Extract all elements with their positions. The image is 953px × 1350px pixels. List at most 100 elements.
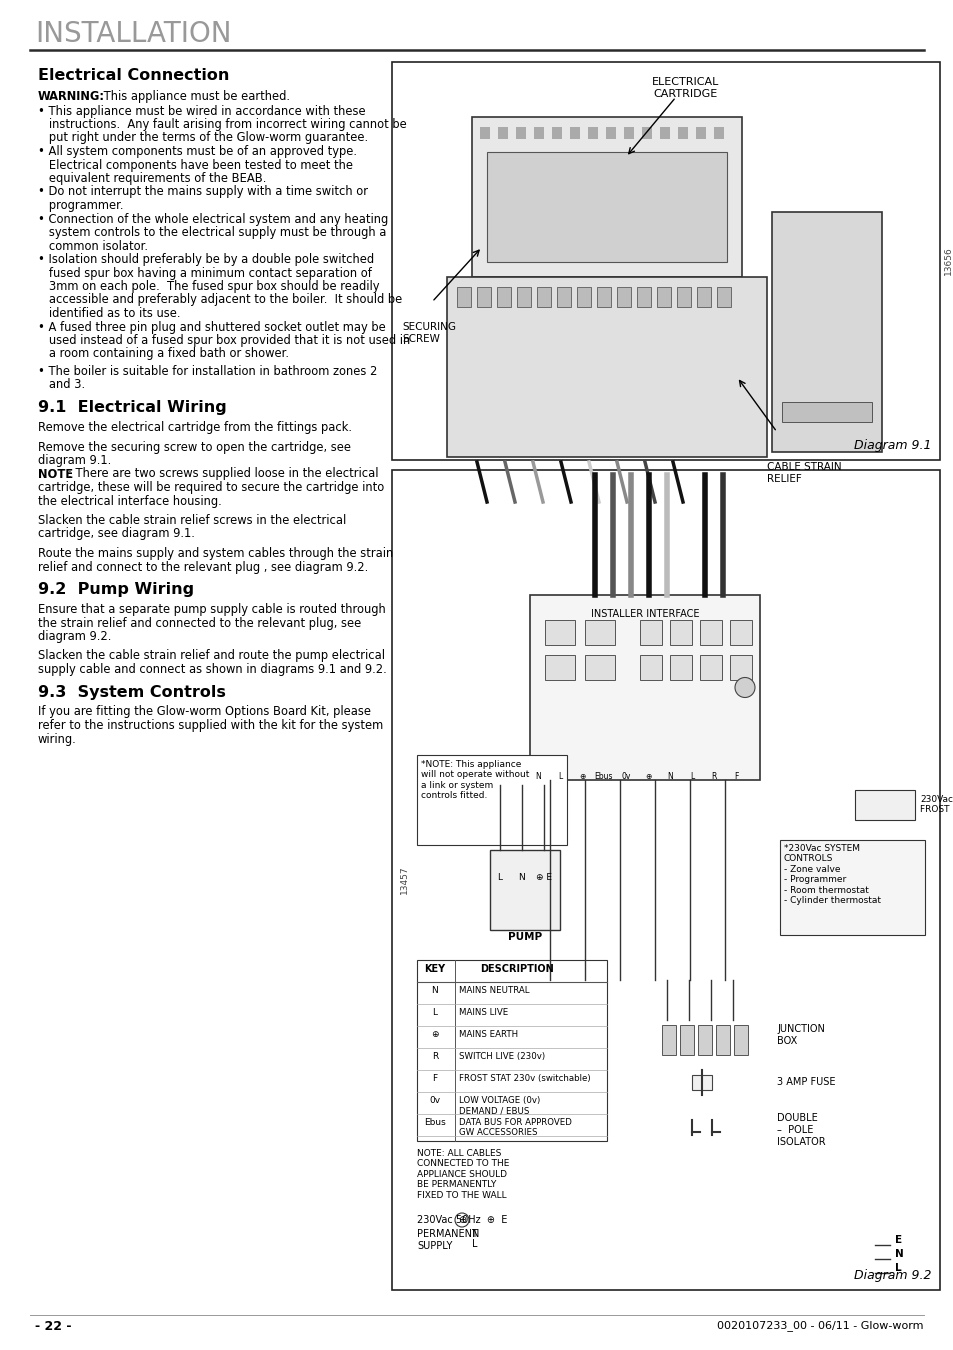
Text: common isolator.: common isolator. <box>38 239 148 252</box>
Text: MAINS NEUTRAL: MAINS NEUTRAL <box>458 986 529 995</box>
Text: INSTALLATION: INSTALLATION <box>35 20 232 49</box>
Text: instructions.  Any fault arising from incorrect wiring cannot be: instructions. Any fault arising from inc… <box>38 117 406 131</box>
Bar <box>657 288 670 306</box>
Text: Slacken the cable strain relief screws in the electrical: Slacken the cable strain relief screws i… <box>38 514 346 526</box>
Circle shape <box>734 678 754 698</box>
Text: JUNCTION
BOX: JUNCTION BOX <box>776 1025 824 1046</box>
Bar <box>416 755 566 845</box>
Bar <box>577 288 590 306</box>
Bar <box>552 127 561 139</box>
Text: : There are two screws supplied loose in the electrical: : There are two screws supplied loose in… <box>68 467 378 481</box>
Bar <box>717 288 730 306</box>
Bar <box>697 288 710 306</box>
Text: 230Vac 50Hz  ⊕  E: 230Vac 50Hz ⊕ E <box>416 1215 507 1224</box>
Bar <box>497 127 507 139</box>
Bar <box>605 127 616 139</box>
Bar <box>780 840 924 936</box>
Bar <box>781 402 871 423</box>
Text: a room containing a fixed bath or shower.: a room containing a fixed bath or shower… <box>38 347 289 360</box>
Text: Remove the securing screw to open the cartridge, see: Remove the securing screw to open the ca… <box>38 440 351 454</box>
Text: wiring.: wiring. <box>38 733 76 745</box>
Text: N: N <box>666 772 672 782</box>
Text: L: L <box>432 1008 437 1017</box>
Text: • This appliance must be wired in accordance with these: • This appliance must be wired in accord… <box>38 104 365 117</box>
Text: diagram 9.1.: diagram 9.1. <box>38 454 112 467</box>
Bar <box>392 470 939 1291</box>
Bar <box>530 595 760 780</box>
Bar <box>479 127 490 139</box>
Text: Ensure that a separate pump supply cable is routed through: Ensure that a separate pump supply cable… <box>38 603 385 616</box>
Text: supply cable and connect as shown in diagrams 9.1 and 9.2.: supply cable and connect as shown in dia… <box>38 663 386 676</box>
Text: • Do not interrupt the mains supply with a time switch or: • Do not interrupt the mains supply with… <box>38 185 368 198</box>
Text: cartridge, see diagram 9.1.: cartridge, see diagram 9.1. <box>38 528 194 540</box>
Text: N: N <box>535 772 540 782</box>
Text: L: L <box>689 772 694 782</box>
Text: DATA BUS FOR APPROVED: DATA BUS FOR APPROVED <box>458 1118 571 1127</box>
Bar <box>537 288 551 306</box>
Text: SECURING
SCREW: SECURING SCREW <box>401 323 456 344</box>
Text: PUMP: PUMP <box>507 931 541 942</box>
Text: LOW VOLTAGE (0v): LOW VOLTAGE (0v) <box>458 1096 539 1106</box>
Text: This appliance must be earthed.: This appliance must be earthed. <box>100 90 290 103</box>
Text: 230Vac
FROST STAT: 230Vac FROST STAT <box>919 795 953 814</box>
Text: • The boiler is suitable for installation in bathroom zones 2: • The boiler is suitable for installatio… <box>38 364 377 378</box>
Bar <box>677 288 690 306</box>
Text: fused spur box having a minimum contact separation of: fused spur box having a minimum contact … <box>38 266 372 279</box>
Bar <box>661 1025 676 1054</box>
Bar <box>669 620 691 645</box>
Text: 3 AMP FUSE: 3 AMP FUSE <box>776 1077 835 1087</box>
Bar <box>691 1075 711 1089</box>
Text: Electrical Connection: Electrical Connection <box>38 68 229 82</box>
Text: the electrical interface housing.: the electrical interface housing. <box>38 494 221 508</box>
Text: Ebus: Ebus <box>594 772 613 782</box>
Text: MAINS LIVE: MAINS LIVE <box>458 1008 508 1017</box>
Text: 9.2  Pump Wiring: 9.2 Pump Wiring <box>38 582 193 597</box>
Text: refer to the instructions supplied with the kit for the system: refer to the instructions supplied with … <box>38 720 383 732</box>
Bar <box>696 127 705 139</box>
Bar <box>584 620 615 645</box>
Text: • A fused three pin plug and shuttered socket outlet may be: • A fused three pin plug and shuttered s… <box>38 320 385 333</box>
Text: FROST STAT 230v (switchable): FROST STAT 230v (switchable) <box>458 1075 590 1083</box>
Text: relief and connect to the relevant plug , see diagram 9.2.: relief and connect to the relevant plug … <box>38 560 368 574</box>
Text: F: F <box>733 772 738 782</box>
Text: L: L <box>558 772 561 782</box>
Bar <box>713 127 723 139</box>
Bar <box>597 288 610 306</box>
Bar <box>416 960 606 1141</box>
Text: N: N <box>472 1228 478 1239</box>
Text: WARNING:: WARNING: <box>38 90 105 103</box>
Bar <box>584 655 615 680</box>
Text: R: R <box>432 1052 437 1061</box>
Bar <box>476 288 491 306</box>
Text: 13457: 13457 <box>399 865 408 894</box>
Text: SWITCH LIVE (230v): SWITCH LIVE (230v) <box>458 1052 544 1061</box>
Text: • Connection of the whole electrical system and any heating: • Connection of the whole electrical sys… <box>38 212 388 225</box>
Text: KEY: KEY <box>424 964 445 973</box>
Text: L: L <box>894 1264 901 1273</box>
Text: - 22 -: - 22 - <box>35 1320 71 1332</box>
Bar <box>729 655 751 680</box>
Text: ⊕: ⊕ <box>457 1215 466 1224</box>
Text: Diagram 9.2: Diagram 9.2 <box>854 1269 931 1282</box>
Circle shape <box>455 1214 469 1227</box>
Bar <box>639 655 661 680</box>
Bar <box>392 62 939 460</box>
Text: and 3.: and 3. <box>38 378 85 392</box>
Text: DEMAND / EBUS: DEMAND / EBUS <box>458 1106 529 1115</box>
Bar <box>729 620 751 645</box>
Bar <box>490 850 559 930</box>
Text: 9.1  Electrical Wiring: 9.1 Electrical Wiring <box>38 400 227 414</box>
Bar <box>669 655 691 680</box>
Text: ⊕: ⊕ <box>578 772 584 782</box>
Bar <box>544 655 575 680</box>
Bar <box>854 790 914 819</box>
Bar <box>679 1025 693 1054</box>
Bar <box>544 620 575 645</box>
Bar <box>639 620 661 645</box>
Text: 9.3  System Controls: 9.3 System Controls <box>38 684 226 699</box>
Text: CABLE STRAIN
RELIEF: CABLE STRAIN RELIEF <box>766 462 841 483</box>
Text: • Isolation should preferably be by a double pole switched: • Isolation should preferably be by a do… <box>38 252 374 266</box>
Text: PERMANENT
SUPPLY: PERMANENT SUPPLY <box>416 1228 477 1250</box>
Bar <box>516 127 525 139</box>
Text: ⊕ E: ⊕ E <box>536 873 552 883</box>
